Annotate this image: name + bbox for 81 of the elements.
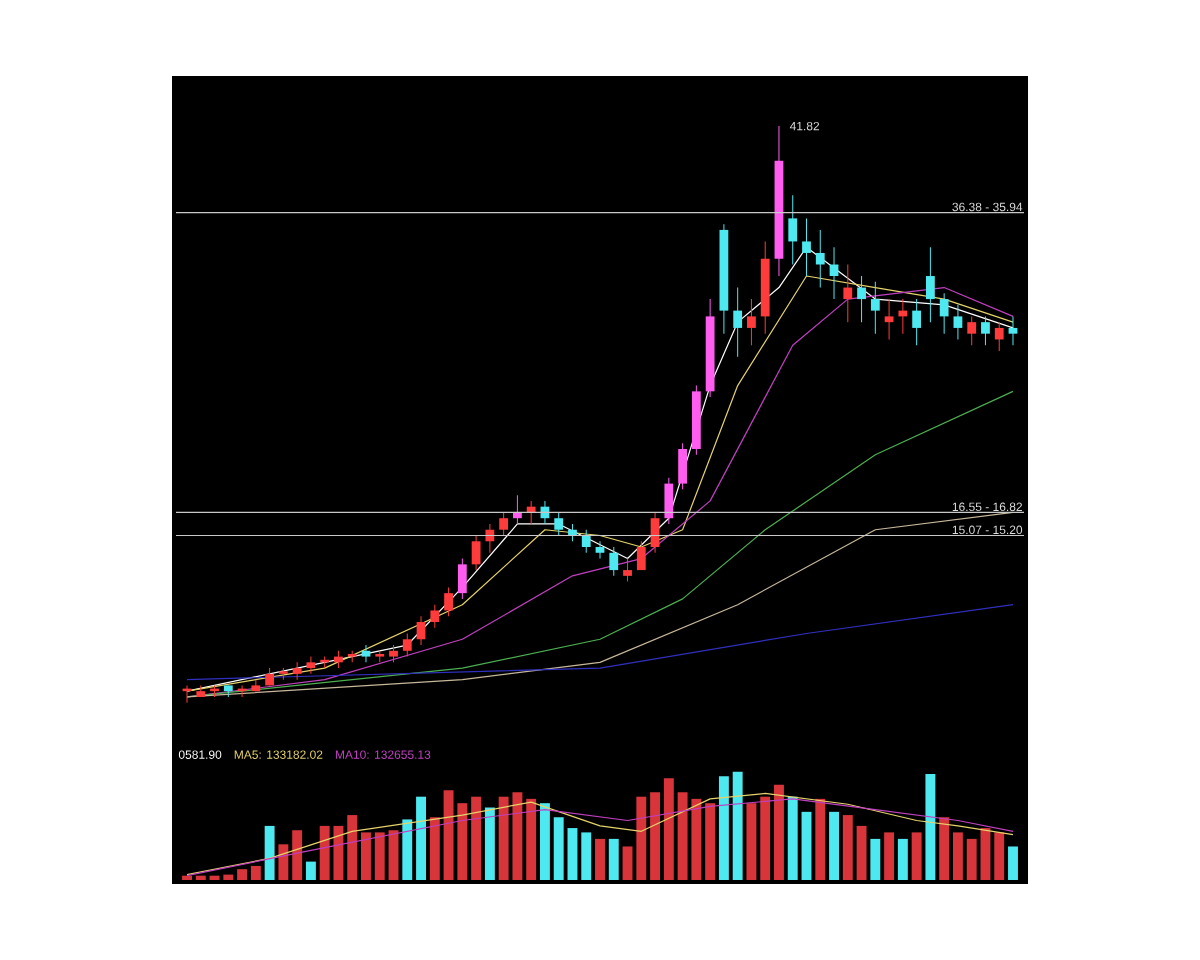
- bar: [925, 773, 936, 880]
- bar: [237, 869, 248, 880]
- candlestick: [747, 298, 756, 346]
- candlestick: [870, 281, 880, 335]
- bar: [746, 803, 757, 880]
- bar: [278, 844, 289, 880]
- candlestick: [554, 511, 564, 536]
- bar: [402, 819, 413, 880]
- candlestick: [471, 534, 481, 571]
- bar: [939, 817, 950, 880]
- bar: [650, 792, 661, 880]
- candlestick: [981, 315, 990, 346]
- bar: [471, 796, 482, 880]
- candlestick: [609, 546, 619, 577]
- candlestick: [306, 656, 316, 675]
- bar: [952, 832, 963, 880]
- candlestick: [499, 511, 509, 536]
- bar: [1008, 846, 1018, 880]
- candlestick: [884, 298, 894, 340]
- bar: [292, 830, 303, 880]
- bar: [250, 865, 261, 880]
- bar: [705, 803, 716, 880]
- bar: [897, 838, 908, 880]
- bar: [870, 838, 881, 880]
- candlestick: [994, 321, 1004, 352]
- bar: [842, 815, 853, 880]
- bar: [361, 832, 371, 880]
- candlestick: [1008, 315, 1018, 346]
- candlestick: [802, 217, 811, 277]
- candlestick: [457, 558, 467, 600]
- bar: [884, 832, 895, 880]
- bar: [815, 798, 826, 880]
- bar: [994, 832, 1005, 880]
- bar: [581, 832, 592, 880]
- bar: [567, 828, 578, 880]
- candlestick: [664, 477, 674, 525]
- bar: [374, 832, 385, 880]
- candlestick: [912, 298, 922, 346]
- bar: [856, 825, 867, 880]
- candlestick: [595, 540, 605, 560]
- bar: [732, 771, 743, 880]
- candlestick: [925, 246, 935, 323]
- bar: [760, 796, 771, 880]
- bar: [539, 803, 550, 880]
- candlestick: [430, 604, 440, 629]
- candlestick: [733, 287, 743, 358]
- bar: [774, 784, 784, 880]
- bar: [595, 838, 605, 880]
- bar: [622, 846, 633, 880]
- candlestick: [857, 275, 866, 323]
- bar: [429, 817, 440, 880]
- candlestick: [953, 304, 963, 340]
- bar: [416, 796, 426, 880]
- bar: [829, 811, 839, 880]
- candlestick: [292, 661, 302, 681]
- bar: [484, 807, 495, 880]
- bar: [663, 778, 674, 880]
- candlestick: [402, 633, 412, 658]
- candlestick: [623, 558, 632, 583]
- candlestick: [636, 540, 646, 571]
- bar: [966, 838, 977, 880]
- candlestick: [678, 442, 688, 490]
- bar: [636, 796, 647, 880]
- candlestick: [967, 315, 977, 346]
- bar: [787, 796, 798, 880]
- candlestick: [361, 644, 371, 663]
- candlestick: [815, 229, 825, 289]
- bar: [305, 861, 316, 880]
- candlestick: [843, 264, 853, 323]
- bar: [347, 815, 358, 880]
- bar: [526, 798, 537, 880]
- bar: [911, 832, 922, 880]
- bar: [801, 811, 812, 880]
- bar: [718, 776, 729, 880]
- candlestick: [581, 529, 591, 554]
- candlestick: [444, 586, 453, 617]
- bar: [608, 838, 619, 880]
- candlestick: [939, 292, 949, 335]
- candlestick: [788, 194, 798, 265]
- bar: [264, 825, 275, 880]
- bar: [553, 817, 564, 880]
